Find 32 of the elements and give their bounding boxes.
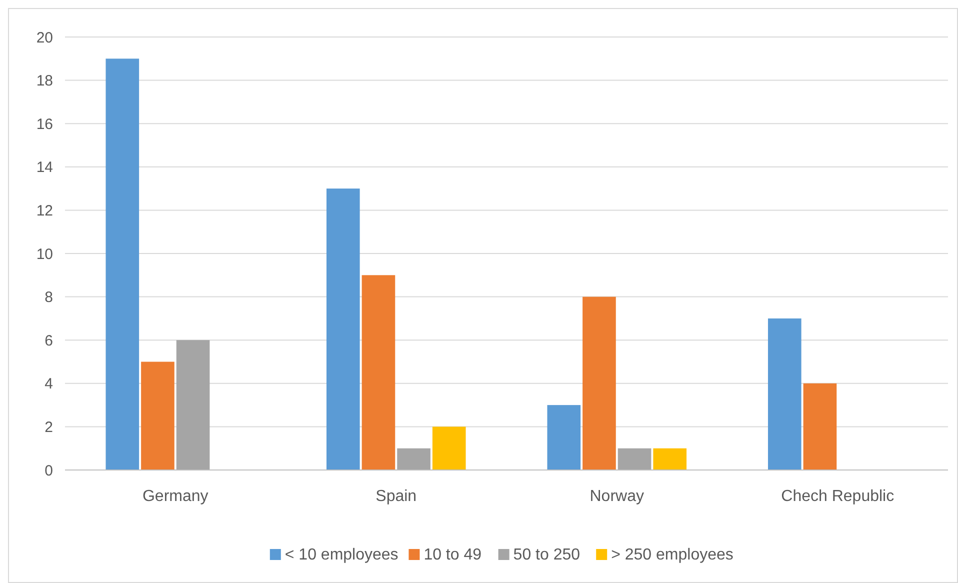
x-tick-label: Norway [590,488,644,505]
bar [547,405,581,470]
y-tick-label: 10 [36,246,53,263]
x-tick-label: Chech Republic [781,488,894,505]
bar [653,448,687,470]
legend-label: < 10 employees [284,546,398,564]
legend-label: 50 to 250 [513,546,580,564]
y-tick-label: 16 [36,116,53,133]
bar [768,318,802,470]
y-tick-label: 14 [36,159,53,176]
bar [803,383,837,470]
legend-label: 10 to 49 [424,546,482,564]
y-tick-label: 4 [44,376,53,393]
bar [362,275,396,470]
bar [618,448,652,470]
legend-label: > 250 employees [611,546,734,564]
y-tick-label: 12 [36,202,53,220]
y-tick-label: 6 [44,332,53,350]
y-tick-label: 0 [44,462,53,480]
bar [176,340,210,470]
x-tick-label: Germany [142,488,208,505]
bar [106,58,140,470]
bar [582,296,616,470]
bar [326,188,360,470]
y-tick-label: 8 [44,289,53,306]
y-tick-label: 18 [36,72,53,90]
x-tick-label: Spain [376,488,417,505]
bar [397,448,430,470]
y-tick-label: 20 [36,29,53,46]
y-tick-label: 2 [44,418,53,436]
bar [141,362,174,470]
bar [432,426,466,470]
